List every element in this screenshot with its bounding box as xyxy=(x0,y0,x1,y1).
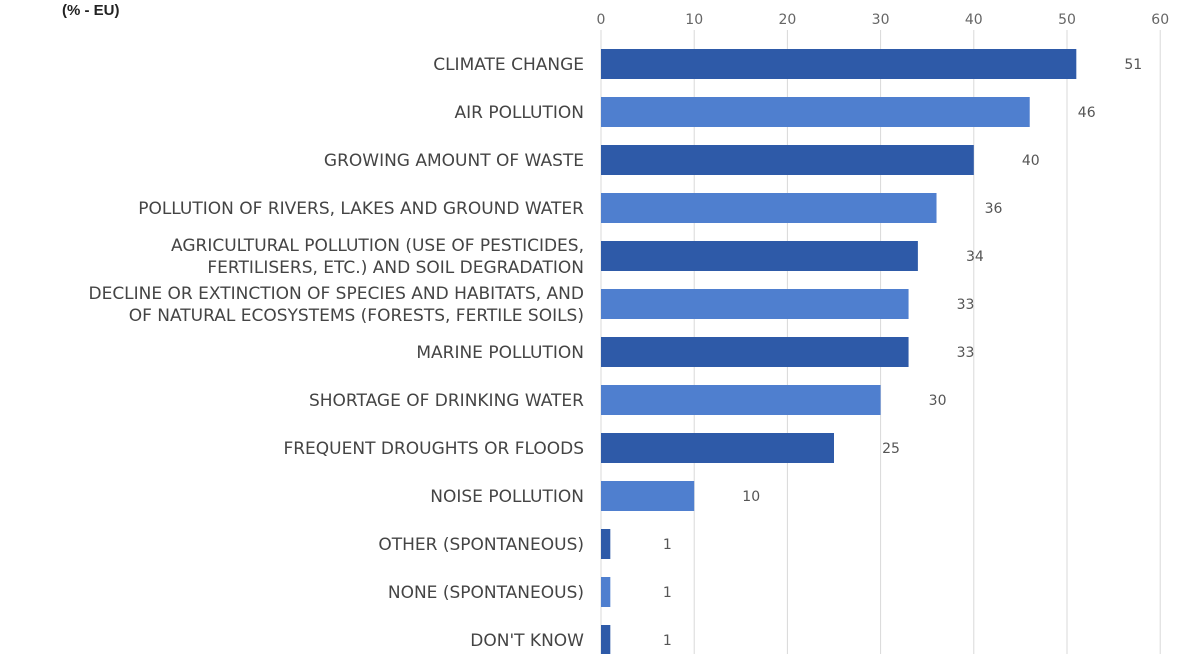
x-tick-label: 40 xyxy=(965,12,983,28)
data-label: 33 xyxy=(957,345,975,361)
category-label-line: NONE (SPONTANEOUS) xyxy=(388,583,584,603)
category-label: SHORTAGE OF DRINKING WATER xyxy=(309,391,584,411)
category-label-line: FERTILISERS, ETC.) AND SOIL DEGRADATION xyxy=(207,258,584,278)
data-label: 51 xyxy=(1124,57,1142,73)
category-label: CLIMATE CHANGE xyxy=(433,55,584,75)
data-label: 46 xyxy=(1078,105,1096,121)
bar xyxy=(601,193,937,223)
category-label: MARINE POLLUTION xyxy=(416,343,584,363)
category-label-line: OTHER (SPONTANEOUS) xyxy=(378,535,584,555)
category-label-line: DECLINE OR EXTINCTION OF SPECIES AND HAB… xyxy=(88,284,584,304)
category-label: POLLUTION OF RIVERS, LAKES AND GROUND WA… xyxy=(138,199,584,219)
category-label-line: AGRICULTURAL POLLUTION (USE OF PESTICIDE… xyxy=(171,236,584,256)
category-label: GROWING AMOUNT OF WASTE xyxy=(324,151,584,171)
x-tick-label: 20 xyxy=(778,12,796,28)
data-label: 1 xyxy=(663,633,672,649)
data-label: 40 xyxy=(1022,153,1040,169)
bar xyxy=(601,625,611,654)
category-label-line: AIR POLLUTION xyxy=(454,103,584,123)
data-label: 1 xyxy=(663,537,672,553)
x-tick-label: 30 xyxy=(872,12,890,28)
data-label: 36 xyxy=(985,201,1003,217)
bar xyxy=(601,289,909,319)
x-tick-label: 60 xyxy=(1151,12,1169,28)
chart-subtitle: (% - EU) xyxy=(62,2,120,19)
category-label-line: DON'T KNOW xyxy=(470,631,584,651)
category-label: OTHER (SPONTANEOUS) xyxy=(378,535,584,555)
bar xyxy=(601,577,611,607)
x-tick-label: 10 xyxy=(685,12,703,28)
data-label: 30 xyxy=(929,393,947,409)
data-label: 1 xyxy=(663,585,672,601)
category-label-line: GROWING AMOUNT OF WASTE xyxy=(324,151,584,171)
category-label: DECLINE OR EXTINCTION OF SPECIES AND HAB… xyxy=(88,284,584,326)
category-label-line: MARINE POLLUTION xyxy=(416,343,584,363)
bar xyxy=(601,481,695,511)
bar xyxy=(601,49,1077,79)
bar xyxy=(601,385,881,415)
category-label: AIR POLLUTION xyxy=(454,103,584,123)
category-label: DON'T KNOW xyxy=(470,631,584,651)
bar xyxy=(601,433,834,463)
data-label: 33 xyxy=(957,297,975,313)
data-label: 10 xyxy=(742,489,760,505)
bar xyxy=(601,97,1030,127)
category-label-line: FREQUENT DROUGHTS OR FLOODS xyxy=(283,439,584,459)
category-label-line: OF NATURAL ECOSYSTEMS (FORESTS, FERTILE … xyxy=(129,306,584,326)
data-label: 25 xyxy=(882,441,900,457)
category-label-line: POLLUTION OF RIVERS, LAKES AND GROUND WA… xyxy=(138,199,584,219)
category-label: AGRICULTURAL POLLUTION (USE OF PESTICIDE… xyxy=(171,236,584,278)
category-label-line: CLIMATE CHANGE xyxy=(433,55,584,75)
bar xyxy=(601,241,918,271)
category-label-line: NOISE POLLUTION xyxy=(430,487,584,507)
bar xyxy=(601,145,974,175)
category-label-line: SHORTAGE OF DRINKING WATER xyxy=(309,391,584,411)
category-label: NOISE POLLUTION xyxy=(430,487,584,507)
category-label: NONE (SPONTANEOUS) xyxy=(388,583,584,603)
bar xyxy=(601,529,611,559)
x-tick-label: 0 xyxy=(597,12,606,28)
data-label: 34 xyxy=(966,249,984,265)
bar xyxy=(601,337,909,367)
x-tick-label: 50 xyxy=(1058,12,1076,28)
category-label: FREQUENT DROUGHTS OR FLOODS xyxy=(283,439,584,459)
